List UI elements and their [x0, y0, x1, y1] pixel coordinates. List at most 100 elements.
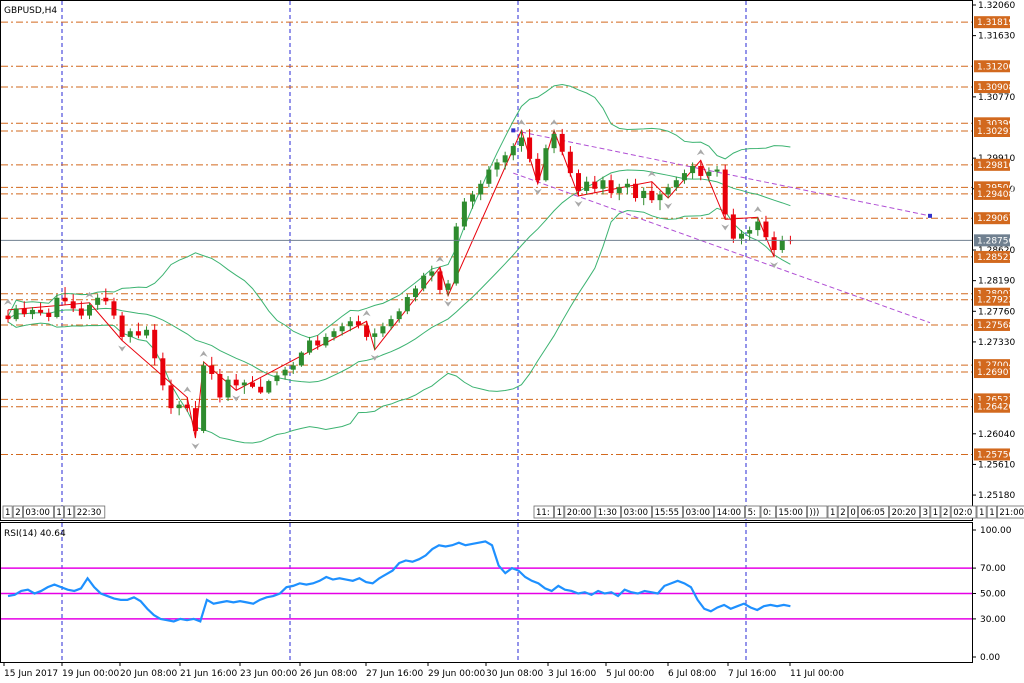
strip-box	[64, 505, 75, 519]
rsi-series	[1, 540, 972, 623]
time-tick-label: 19 Jun 00:00	[62, 669, 119, 679]
candle-body	[739, 233, 744, 239]
candle-body	[421, 275, 427, 289]
level-tag-label: 1.30291	[977, 127, 1014, 137]
price-tick-label: 1.31630	[978, 32, 1015, 42]
candle-body	[250, 382, 255, 387]
candle-body	[87, 304, 92, 316]
candle-body	[437, 271, 443, 290]
candle-body	[567, 151, 573, 174]
rsi-tick-label: 0.00	[980, 653, 1000, 663]
strip-label: 03:00	[686, 508, 711, 518]
strip-label: 2	[943, 508, 948, 518]
time-tick-label: 3 Jul 16:00	[548, 669, 597, 679]
candle-body	[690, 165, 696, 174]
candle-body	[779, 240, 785, 251]
price-tick-label: 1.27760	[978, 307, 1015, 317]
candle-body	[184, 404, 190, 409]
price-tick-label: 1.28190	[978, 277, 1015, 287]
candle-body	[258, 386, 264, 393]
strip-label: 1	[830, 508, 835, 518]
candle-body	[323, 336, 329, 346]
candle-body	[347, 321, 353, 327]
strip-label: 11:	[536, 508, 550, 518]
candle-body	[241, 382, 247, 386]
candle-body	[755, 221, 761, 231]
candle-body	[54, 297, 60, 317]
time-tick-label: 5 Jul 00:00	[606, 669, 655, 679]
strip-box	[848, 505, 859, 519]
level-tag-bg	[974, 400, 1010, 413]
level-tag-label: 1.30908	[977, 83, 1014, 93]
strip-box	[652, 505, 683, 519]
strip-box	[976, 505, 987, 519]
strip-label: 0	[850, 508, 855, 518]
level-tag-label: 1.26907	[977, 368, 1014, 378]
lower-band	[7, 207, 791, 444]
candle-body	[119, 315, 125, 337]
strip-box	[2, 505, 13, 519]
candle-body	[518, 137, 524, 147]
candle-body	[225, 379, 231, 398]
current-price-line: 1.28756	[1, 234, 1014, 247]
candle-body	[600, 180, 606, 189]
bollinger-bands	[7, 84, 791, 444]
fractal-up-arrow	[362, 310, 371, 317]
current-price-label: 1.28756	[977, 236, 1014, 246]
strip-label: 1	[933, 508, 938, 518]
candle-body	[486, 169, 492, 184]
strip-label: 1	[67, 508, 72, 518]
rsi-tick-label: 70.00	[980, 564, 1006, 574]
candle-body	[413, 288, 418, 298]
candle-body	[510, 146, 516, 156]
candle-body	[380, 326, 386, 334]
strip-box	[54, 505, 65, 519]
candle-body	[38, 309, 44, 313]
candle-body	[453, 226, 459, 284]
candle-body	[111, 301, 117, 316]
rsi-line	[7, 540, 791, 623]
time-tick-label: 7 Jul 16:00	[728, 669, 777, 679]
price-panel[interactable]	[0, 0, 973, 521]
fractal-up-arrow	[647, 170, 656, 177]
strip-box	[858, 505, 889, 519]
rsi-tick-label: 50.00	[980, 590, 1006, 600]
level-tag-label: 1.26420	[977, 403, 1014, 413]
candle-body	[714, 169, 720, 172]
strip-box	[776, 505, 807, 519]
fractal-markers	[4, 119, 779, 450]
candle-body	[160, 358, 166, 386]
candle-body	[339, 326, 345, 332]
strip-label: 03:00	[624, 508, 649, 518]
level-tag-bg	[974, 81, 1010, 94]
price-tick-label: 1.30770	[978, 93, 1015, 103]
candle-body	[372, 333, 378, 337]
level-tag-label: 1.27922	[977, 296, 1014, 306]
fractal-up-arrow	[4, 298, 12, 305]
fractal-down-arrow	[574, 200, 583, 207]
candle-body	[616, 187, 622, 194]
strip-label: 1:30	[598, 508, 617, 518]
level-tag-bg	[974, 16, 1010, 29]
fractal-down-arrow	[191, 443, 200, 450]
strip-label: 2	[15, 508, 20, 518]
fractal-down-arrow	[118, 345, 127, 352]
price-tick-label: 1.25610	[978, 460, 1015, 470]
rsi-panel[interactable]	[0, 522, 973, 663]
strip-box	[554, 505, 565, 519]
level-tag-label: 1.26523	[977, 395, 1014, 405]
candle-body	[527, 137, 533, 159]
level-tag-label: 1.31819	[977, 18, 1014, 28]
strip-label: 15:00	[778, 508, 803, 518]
strip-label: 1	[557, 508, 562, 518]
support-resistance-levels	[1, 21, 972, 455]
strip-box	[595, 505, 621, 519]
fractal-down-arrow	[370, 354, 379, 361]
strip-box	[950, 505, 977, 519]
candle-body	[502, 155, 508, 163]
level-tag-label: 1.30399	[977, 119, 1014, 129]
strip-label: 0:	[763, 508, 771, 518]
channel-anchor	[928, 213, 932, 218]
